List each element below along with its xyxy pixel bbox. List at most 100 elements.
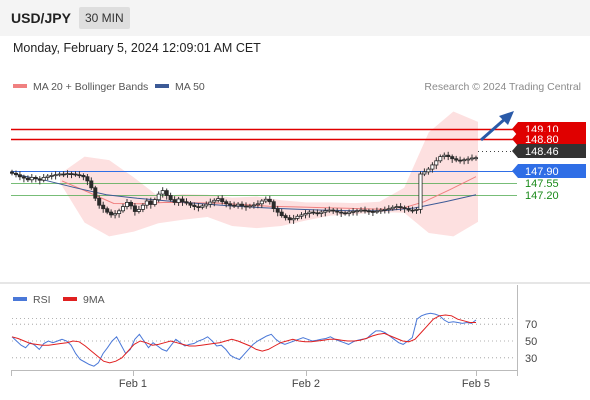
candle: [109, 209, 114, 218]
candle: [232, 201, 237, 208]
candle: [323, 208, 328, 217]
candle: [21, 174, 26, 183]
level-text: 147.20: [525, 190, 559, 202]
legend-swatch-ma50: [155, 84, 169, 88]
candle: [454, 155, 459, 163]
candle: [275, 205, 280, 217]
candle: [113, 210, 118, 219]
target-arrow: [480, 116, 507, 142]
candle: [156, 191, 161, 203]
candle: [125, 199, 130, 210]
candle: [311, 209, 316, 215]
candle: [386, 205, 391, 214]
candle: [473, 155, 478, 161]
candle: [85, 174, 90, 186]
candle: [422, 168, 427, 177]
header-bar: USD/JPY 30 MIN: [0, 0, 590, 36]
bollinger-bands: [60, 111, 478, 237]
candle: [77, 171, 82, 179]
candle: [469, 154, 474, 162]
candle: [105, 206, 110, 215]
candle: [57, 171, 62, 177]
level-text: 148.80: [525, 134, 559, 146]
candle: [271, 199, 276, 213]
candle: [426, 167, 431, 175]
level-tag: [512, 132, 586, 146]
rsi-tick-label: 70: [525, 319, 537, 331]
candle: [212, 198, 217, 207]
candle: [442, 152, 447, 160]
candle: [180, 196, 185, 206]
candle: [366, 208, 371, 215]
candle: [438, 154, 443, 163]
level-text: 147.90: [525, 166, 559, 178]
candle: [458, 156, 463, 164]
candle: [61, 171, 66, 178]
candle: [347, 209, 352, 217]
rsi-lines: [11, 312, 477, 367]
candle: [176, 196, 181, 206]
candle: [188, 201, 193, 208]
candle: [343, 210, 348, 216]
candle: [73, 171, 78, 177]
candle: [362, 206, 367, 214]
candle: [128, 200, 133, 210]
candle: [13, 170, 18, 178]
candle: [263, 196, 268, 204]
level-lines: [11, 128, 517, 196]
candle: [184, 198, 189, 206]
candle: [29, 174, 34, 183]
candle: [172, 196, 177, 206]
candle: [462, 157, 467, 165]
candle: [144, 198, 149, 209]
candle: [148, 197, 153, 209]
symbol-label: USD/JPY: [11, 10, 71, 26]
candle: [164, 188, 169, 200]
datetime-label: Monday, February 5, 2024 12:09:01 AM CET: [13, 41, 261, 55]
candle: [208, 198, 213, 208]
candle: [398, 203, 403, 212]
candle: [434, 157, 439, 170]
candle: [101, 201, 106, 213]
candle: [394, 203, 399, 211]
candle: [410, 206, 415, 214]
candle: [279, 208, 284, 218]
candle: [358, 207, 363, 213]
timeframe-button[interactable]: 30 MIN: [79, 7, 130, 29]
rsi-tick-label: 50: [525, 336, 537, 348]
rsi-ma-line: [11, 314, 476, 364]
legend-swatch-ma20: [13, 84, 27, 88]
candle: [390, 205, 395, 211]
candle: [251, 202, 256, 209]
candle: [220, 195, 225, 205]
candle: [303, 210, 308, 219]
candle: [89, 177, 94, 190]
legend-label-rsi: RSI: [33, 294, 51, 306]
candle: [65, 170, 70, 178]
candle: [200, 203, 205, 210]
candles: [9, 151, 478, 224]
candle: [37, 176, 42, 185]
credit-text: Research © 2024 Trading Central: [424, 81, 581, 93]
candle: [446, 151, 451, 161]
candle: [354, 208, 359, 216]
legend-swatch-9ma: [63, 297, 77, 301]
candle: [259, 199, 264, 208]
level-label-147.55: 147.55: [525, 178, 559, 190]
candle: [160, 187, 165, 198]
candle: [299, 212, 304, 220]
candle: [430, 162, 435, 173]
candle: [255, 200, 260, 209]
candle: [9, 169, 14, 176]
candle: [33, 175, 38, 183]
candle: [414, 207, 419, 214]
candle: [418, 171, 423, 214]
candle: [196, 203, 201, 212]
candle: [283, 213, 288, 221]
candle: [402, 205, 407, 213]
candle: [351, 208, 356, 216]
candle: [228, 201, 233, 210]
